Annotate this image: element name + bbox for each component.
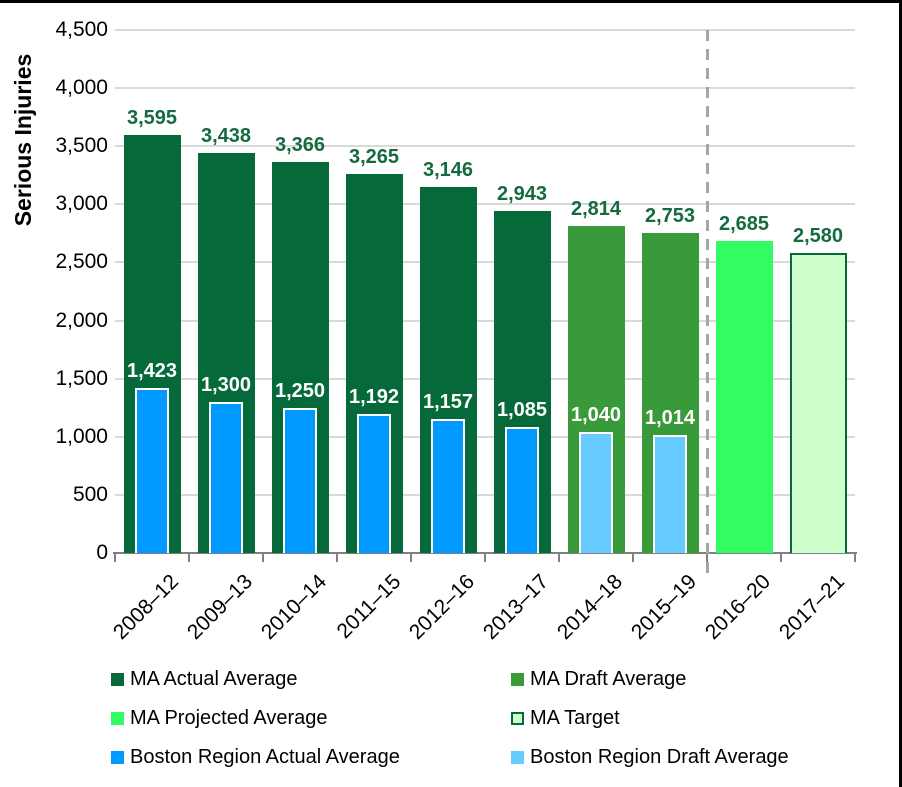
x-tick-label-2010–14: 2010–14	[257, 570, 332, 645]
legend-item-boston-draft: Boston Region Draft Average	[511, 746, 789, 768]
bar-value-label-ma_draft-2014–18: 2,814	[570, 198, 622, 220]
y-tick-label: 3,000	[55, 192, 108, 216]
x-axis-tick	[632, 554, 634, 562]
x-axis-tick	[780, 554, 782, 562]
legend-label-ma-projected: MA Projected Average	[130, 706, 328, 729]
bar-boston_actual-2010–14	[283, 408, 317, 553]
y-tick-label: 4,500	[55, 18, 108, 41]
bar-value-label-ma_projected-2016–20: 2,685	[718, 213, 770, 235]
bar-value-label-boston_actual-2012–16: 1,157	[422, 391, 474, 413]
gridline	[115, 319, 855, 322]
frame-right-border	[899, 0, 902, 787]
bar-value-label-ma_actual-2008–12: 3,595	[126, 107, 178, 129]
legend-label-boston-draft: Boston Region Draft Average	[530, 745, 789, 768]
x-axis-tick	[484, 554, 486, 562]
y-tick-label: 0	[96, 541, 108, 564]
x-axis-tick	[558, 554, 560, 562]
legend-swatch-boston-draft-icon	[511, 750, 524, 764]
bar-value-label-boston_draft-2015–19: 1,014	[644, 407, 696, 429]
gridline	[115, 203, 855, 206]
y-tick-label: 500	[72, 482, 108, 506]
y-tick-label: 1,000	[55, 424, 108, 448]
bar-boston_draft-2014–18	[579, 432, 613, 553]
legend-swatch-ma-projected-icon	[111, 711, 124, 725]
legend-item-ma-target: MA Target	[511, 707, 789, 729]
x-axis-tick	[262, 554, 264, 562]
legend-label-ma-target: MA Target	[530, 706, 620, 729]
legend-item-ma-projected: MA Projected Average	[111, 707, 400, 729]
bar-boston_actual-2009–13	[209, 402, 243, 553]
bar-ma_projected-2016–20	[716, 241, 773, 553]
x-axis-tick	[336, 554, 338, 562]
bar-boston_actual-2013–17	[505, 427, 539, 553]
bar-value-label-ma_actual-2012–16: 3,146	[422, 159, 474, 181]
bar-boston_draft-2015–19	[653, 435, 687, 553]
x-tick-label-2012–16: 2012–16	[405, 570, 480, 645]
bar-value-label-ma_actual-2010–14: 3,366	[274, 134, 326, 156]
bar-value-label-boston_draft-2014–18: 1,040	[570, 404, 622, 426]
bar-value-label-boston_actual-2011–15: 1,192	[348, 386, 400, 408]
gridline	[115, 377, 855, 380]
legend-item-ma-actual: MA Actual Average	[111, 668, 400, 690]
legend-column-1: MA Actual Average MA Projected Average B…	[111, 668, 400, 768]
x-tick-label-2014–18: 2014–18	[553, 570, 628, 645]
x-axis-line	[113, 552, 857, 554]
x-axis-tick	[410, 554, 412, 562]
frame-top-border	[0, 0, 902, 3]
legend-label-boston-actual: Boston Region Actual Average	[130, 745, 400, 768]
y-tick-label: 1,500	[55, 366, 108, 390]
bar-value-label-boston_actual-2009–13: 1,300	[200, 374, 252, 396]
gridline	[115, 261, 855, 264]
legend-label-ma-actual: MA Actual Average	[130, 667, 298, 690]
legend-swatch-boston-actual-icon	[111, 750, 124, 764]
x-axis-tick	[188, 554, 190, 562]
gridline	[115, 29, 855, 31]
x-tick-label-2009–13: 2009–13	[183, 570, 258, 645]
legend-swatch-ma-draft-icon	[511, 672, 524, 686]
y-tick-label: 2,000	[55, 308, 108, 332]
bar-value-label-ma_actual-2013–17: 2,943	[496, 183, 548, 205]
legend-item-boston-actual: Boston Region Actual Average	[111, 746, 400, 768]
projection-divider-line	[706, 30, 709, 577]
gridline	[115, 435, 855, 438]
x-tick-label-2008–12: 2008–12	[109, 570, 184, 645]
bar-boston_actual-2012–16	[431, 419, 465, 553]
x-tick-label-2015–19: 2015–19	[627, 570, 702, 645]
y-tick-label: 2,500	[55, 250, 108, 274]
legend-column-2: MA Draft Average MA Target Boston Region…	[511, 668, 789, 768]
bar-value-label-boston_actual-2010–14: 1,250	[274, 380, 326, 402]
gridline	[115, 145, 855, 148]
bar-boston_actual-2008–12	[135, 388, 169, 553]
bar-value-label-ma_draft-2015–19: 2,753	[644, 205, 696, 227]
bar-value-label-boston_actual-2008–12: 1,423	[126, 360, 178, 382]
x-tick-label-2017–21: 2017–21	[775, 570, 850, 645]
bar-value-label-ma_target-2017–21: 2,580	[792, 225, 844, 247]
chart-legend: MA Actual Average MA Projected Average B…	[0, 668, 902, 787]
legend-swatch-ma-target-icon	[511, 711, 524, 725]
gridline	[115, 493, 855, 496]
x-axis-tick	[854, 554, 856, 562]
bar-value-label-ma_actual-2011–15: 3,265	[348, 146, 400, 168]
y-tick-label: 3,500	[55, 134, 108, 158]
bar-value-label-boston_actual-2013–17: 1,085	[496, 399, 548, 421]
y-tick-label: 4,000	[55, 76, 108, 100]
x-tick-label-2013–17: 2013–17	[479, 570, 554, 645]
legend-swatch-ma-actual-icon	[111, 672, 124, 686]
bar-boston_actual-2011–15	[357, 414, 391, 553]
legend-label-ma-draft: MA Draft Average	[530, 667, 687, 690]
bar-value-label-ma_actual-2009–13: 3,438	[200, 125, 252, 147]
legend-item-ma-draft: MA Draft Average	[511, 668, 789, 690]
x-tick-label-2016–20: 2016–20	[701, 570, 776, 645]
bar-ma_target-2017–21	[790, 253, 847, 553]
gridline	[115, 87, 855, 90]
x-tick-label-2011–15: 2011–15	[332, 570, 406, 643]
x-axis-tick	[114, 554, 116, 562]
